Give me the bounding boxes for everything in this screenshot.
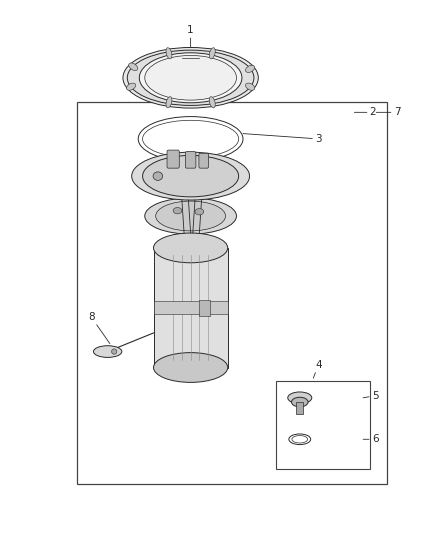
Ellipse shape <box>246 65 255 72</box>
Ellipse shape <box>155 201 226 231</box>
Text: 8: 8 <box>88 312 110 344</box>
Bar <box>77 102 387 484</box>
Ellipse shape <box>173 207 182 214</box>
Text: 1: 1 <box>187 25 194 47</box>
Bar <box>199 300 210 316</box>
Ellipse shape <box>153 353 228 382</box>
Text: 2: 2 <box>354 107 376 117</box>
Text: 7: 7 <box>376 107 400 117</box>
Ellipse shape <box>139 53 242 103</box>
Ellipse shape <box>123 47 258 108</box>
FancyBboxPatch shape <box>167 150 179 168</box>
Ellipse shape <box>127 50 254 106</box>
Ellipse shape <box>209 47 215 59</box>
Ellipse shape <box>153 172 162 180</box>
Ellipse shape <box>288 392 312 403</box>
Ellipse shape <box>209 96 215 108</box>
Ellipse shape <box>127 83 136 90</box>
Bar <box>296 402 303 414</box>
FancyBboxPatch shape <box>199 154 208 168</box>
Ellipse shape <box>166 47 172 59</box>
Ellipse shape <box>143 156 239 197</box>
Ellipse shape <box>145 198 237 234</box>
Ellipse shape <box>246 83 255 90</box>
Ellipse shape <box>291 397 308 407</box>
Text: 6: 6 <box>363 434 378 445</box>
Ellipse shape <box>93 346 122 358</box>
Ellipse shape <box>112 349 117 354</box>
Bar <box>153 248 228 368</box>
FancyBboxPatch shape <box>185 152 196 168</box>
Text: 5: 5 <box>363 391 378 401</box>
Bar <box>153 301 228 314</box>
Ellipse shape <box>153 233 228 263</box>
Text: 3: 3 <box>243 134 321 144</box>
Ellipse shape <box>166 96 172 108</box>
Bar <box>276 381 370 469</box>
Ellipse shape <box>129 63 138 70</box>
Ellipse shape <box>145 55 237 100</box>
Ellipse shape <box>132 152 250 200</box>
Text: 4: 4 <box>313 360 321 378</box>
Ellipse shape <box>195 208 204 215</box>
